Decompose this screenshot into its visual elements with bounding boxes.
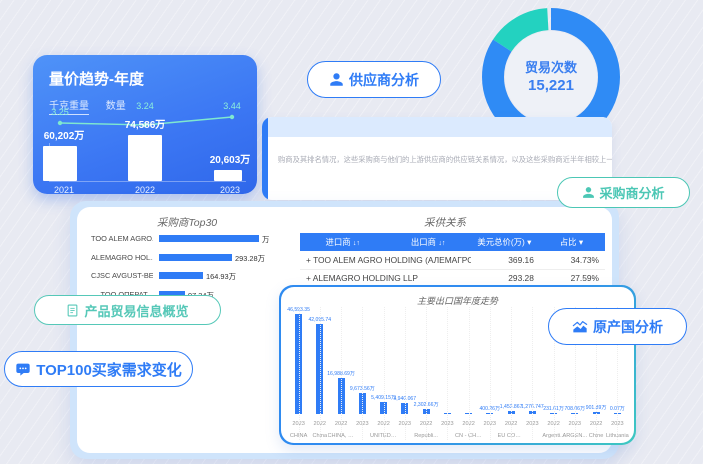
svg-text:3.24: 3.24 xyxy=(136,101,154,111)
svg-text:3.25: 3.25 xyxy=(51,107,69,117)
svg-text:3.44: 3.44 xyxy=(223,101,241,111)
